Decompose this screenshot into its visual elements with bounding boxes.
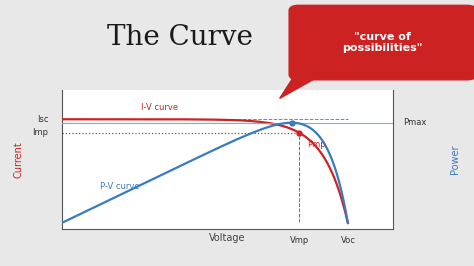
Text: Power: Power [450, 145, 460, 174]
Text: Imp: Imp [33, 128, 49, 137]
Text: The Curve: The Curve [107, 24, 253, 51]
X-axis label: Voltage: Voltage [209, 233, 246, 243]
Text: I-V curve: I-V curve [141, 103, 178, 112]
Text: Vmp: Vmp [290, 236, 309, 245]
Text: P-V curve: P-V curve [100, 182, 140, 191]
Text: Pmp: Pmp [307, 140, 326, 149]
Text: Isc: Isc [37, 115, 49, 124]
Text: Current: Current [14, 141, 24, 178]
Text: Voc: Voc [340, 236, 356, 245]
Text: "curve of
possibilities": "curve of possibilities" [343, 32, 423, 53]
Text: Pmax: Pmax [403, 118, 427, 127]
